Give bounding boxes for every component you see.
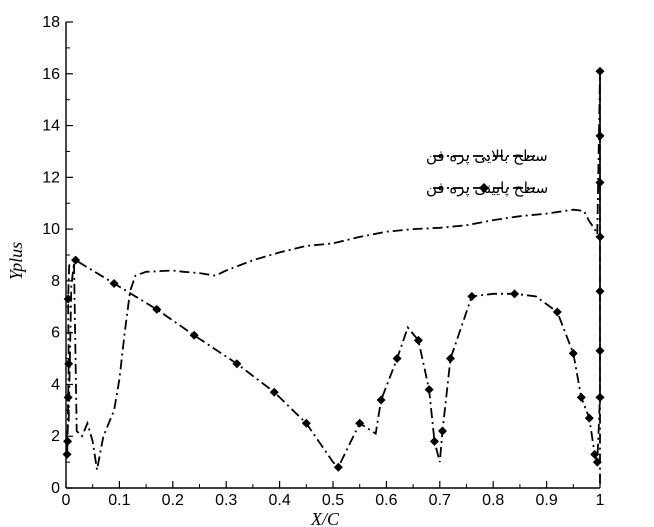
series-1-marker-35 xyxy=(595,66,605,76)
series-1-marker-12 xyxy=(333,462,343,472)
x-tick-label-0.9: 0.9 xyxy=(535,492,557,509)
y-tick-label-16: 16 xyxy=(42,66,60,83)
x-tick-label-0.2: 0.2 xyxy=(162,492,184,509)
series-1-marker-26 xyxy=(584,413,594,423)
series-1-marker-32 xyxy=(595,232,605,242)
series-1-marker-0 xyxy=(62,449,72,459)
series-1-marker-4 xyxy=(63,294,73,304)
axes: 0 2 4 6 8 10 12 14 16 18 0 0.1 0.2 0.3 0.4 0.5 0.6 0.7 0.8… xyxy=(42,14,604,509)
series-1-marker-33 xyxy=(595,178,605,188)
series-1-marker-24 xyxy=(568,348,578,358)
series-1-marker-10 xyxy=(269,387,279,397)
series-1-marker-2 xyxy=(63,392,73,402)
x-tick-label-0.8: 0.8 xyxy=(482,492,504,509)
series-layer xyxy=(62,66,605,486)
series-1-marker-3 xyxy=(64,359,74,369)
series-line-0 xyxy=(65,73,601,486)
series-1-marker-34 xyxy=(595,131,605,141)
series-1-marker-7 xyxy=(152,304,162,314)
legend-label-upper-surface: سطح بالایی پره فن xyxy=(426,147,548,166)
series-1-marker-6 xyxy=(109,278,119,288)
series-1-marker-29 xyxy=(595,392,605,402)
y-tick-label-10: 10 xyxy=(42,221,60,238)
y-tick-label-6: 6 xyxy=(51,325,60,342)
series-1-marker-21 xyxy=(467,291,477,301)
x-tick-label-0.1: 0.1 xyxy=(108,492,130,509)
y-axis-title: Yplus xyxy=(6,242,26,280)
legend-marker-1 xyxy=(479,183,489,193)
series-1-marker-16 xyxy=(413,335,423,345)
series-1-marker-28 xyxy=(592,457,602,467)
x-tick-label-0.6: 0.6 xyxy=(375,492,397,509)
x-tick-label-0.5: 0.5 xyxy=(322,492,344,509)
series-1-marker-15 xyxy=(392,354,402,364)
y-tick-label-4: 4 xyxy=(51,376,60,393)
series-1-marker-13 xyxy=(355,418,365,428)
series-1-marker-11 xyxy=(301,418,311,428)
y-tick-label-8: 8 xyxy=(51,273,60,290)
series-1-marker-20 xyxy=(445,354,455,364)
x-tick-label-0.3: 0.3 xyxy=(215,492,237,509)
y-tick-label-18: 18 xyxy=(42,14,60,31)
series-1-marker-8 xyxy=(189,330,199,340)
x-axis-title: X/C xyxy=(310,509,340,527)
y-tick-label-0: 0 xyxy=(51,480,60,497)
series-1-marker-25 xyxy=(576,392,586,402)
series-1-marker-14 xyxy=(376,395,386,405)
x-tick-label-1: 1 xyxy=(596,492,605,509)
series-1-marker-19 xyxy=(437,426,447,436)
y-tick-label-14: 14 xyxy=(42,118,60,135)
x-tick-label-0: 0 xyxy=(62,492,71,509)
x-tick-label-0.4: 0.4 xyxy=(268,492,290,509)
series-1-marker-17 xyxy=(424,385,434,395)
legend: سطح بالایی پره فن سطح پایینی پره فن xyxy=(426,147,548,198)
series-1-marker-1 xyxy=(63,436,73,446)
series-1-marker-5 xyxy=(71,255,81,265)
series-1-marker-22 xyxy=(510,289,520,299)
series-1-marker-30 xyxy=(595,346,605,356)
series-1-marker-23 xyxy=(552,307,562,317)
series-1-marker-18 xyxy=(429,436,439,446)
series-1-marker-27 xyxy=(590,449,600,459)
series-line-1 xyxy=(66,71,601,469)
series-1-marker-9 xyxy=(232,359,242,369)
y-tick-label-2: 2 xyxy=(51,428,60,445)
y-tick-label-12: 12 xyxy=(42,169,60,186)
x-tick-label-0.7: 0.7 xyxy=(429,492,451,509)
series-1-marker-31 xyxy=(595,286,605,296)
